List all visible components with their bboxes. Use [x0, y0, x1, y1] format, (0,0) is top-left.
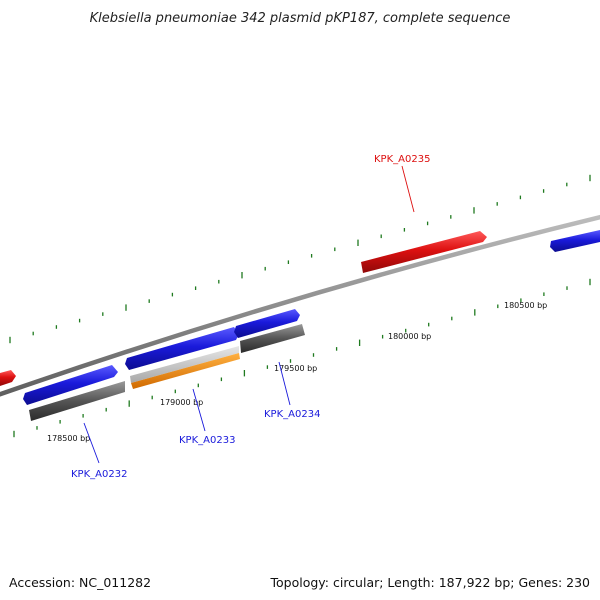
leader-line-kpk-a0235: [401, 165, 415, 213]
scale-label-180000: 180000 bp: [388, 332, 431, 341]
sequence-backbone: [0, 214, 600, 397]
map-title: Klebsiella pneumoniae 342 plasmid pKP187…: [90, 11, 511, 26]
scale-label-180500: 180500 bp: [504, 301, 547, 310]
leader-line-kpk-a0234: [278, 361, 291, 406]
gene-label-kpk-a0235[interactable]: KPK_A0235: [374, 154, 430, 165]
scale-label-179000: 179000 bp: [160, 398, 203, 407]
gene-label-kpk-a0232[interactable]: KPK_A0232: [71, 469, 127, 480]
cds-bar-kpk-a0234: [240, 324, 305, 353]
accession-text: Accession: NC_011282: [9, 575, 151, 590]
gene-arrow-kpk-a0233[interactable]: [125, 327, 239, 370]
gene-arrow-left-edge[interactable]: [0, 370, 16, 386]
leader-line-kpk-a0232: [83, 422, 100, 464]
cds-bar-light-kpk-a0233: [130, 346, 239, 383]
leader-line-kpk-a0233: [192, 388, 206, 432]
gene-label-kpk-a0233[interactable]: KPK_A0233: [179, 435, 235, 446]
cds-bar-orange-kpk-a0233: [131, 353, 240, 389]
cds-bar-kpk-a0232: [29, 381, 125, 421]
scale-label-178500: 178500 bp: [47, 434, 90, 443]
gene-arrow-kpk-a0235[interactable]: [361, 231, 487, 273]
gene-label-kpk-a0234[interactable]: KPK_A0234: [264, 409, 320, 420]
upper-tick-row: [9, 174, 591, 344]
gene-arrow-kpk-a0234[interactable]: [234, 309, 300, 338]
gene-arrow-kpk-a0232[interactable]: [23, 365, 118, 405]
gene-arrow-right-edge[interactable]: [550, 230, 600, 252]
topology-summary: Topology: circular; Length: 187,922 bp; …: [270, 575, 591, 590]
scale-label-179500: 179500 bp: [274, 364, 317, 373]
lower-tick-row: [13, 278, 591, 438]
